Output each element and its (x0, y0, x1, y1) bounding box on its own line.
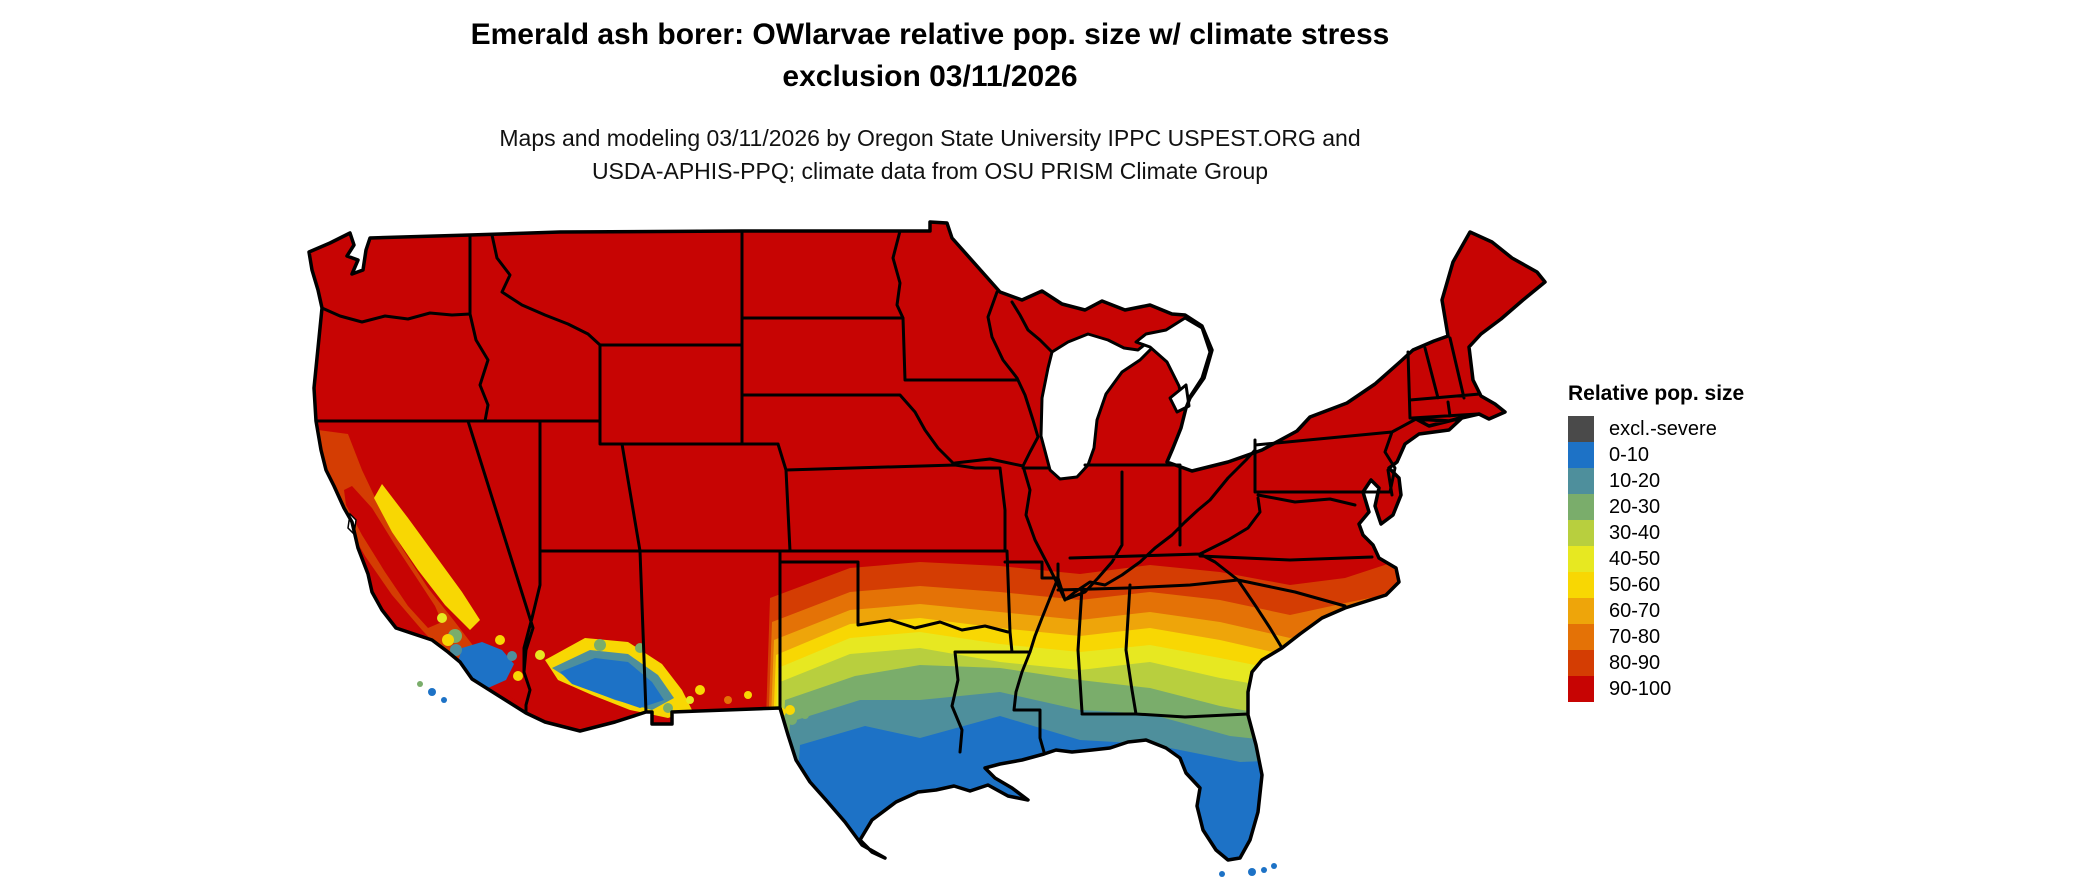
ca-central-valley-red (344, 486, 442, 628)
band-0-10 (790, 716, 1440, 860)
map-subtitle-line1: Maps and modeling 03/11/2026 by Oregon S… (499, 125, 1361, 151)
legend-item: 90-100 (1568, 676, 1744, 702)
florida-keys-dot (1219, 871, 1225, 877)
ca-coast-foothills-80-90 (318, 430, 492, 684)
lake-michigan (1039, 332, 1154, 481)
legend-item: excl.-severe (1568, 416, 1744, 442)
socal-gold-patch (495, 635, 505, 645)
socal-teal-patch (450, 644, 462, 656)
legend-swatch (1568, 468, 1594, 494)
az-lemon-patch (535, 650, 545, 660)
map-title: Emerald ash borer: OWlarvae relative pop… (0, 14, 1860, 98)
legend-swatch (1568, 416, 1594, 442)
channel-island-dot (417, 681, 423, 687)
legend: Relative pop. size excl.-severe 0-10 10-… (1568, 382, 1744, 702)
legend-title: Relative pop. size (1568, 382, 1745, 405)
saginaw-bay (1168, 383, 1191, 414)
socal-gold-patch (513, 671, 523, 681)
nm-gold-patch (744, 691, 752, 699)
florida-keys-dot (1261, 867, 1267, 873)
socal-gold-patch (442, 634, 454, 646)
az-green-patch (594, 639, 606, 651)
legend-item-label: 90-100 (1609, 678, 1672, 700)
legend-item-label: 50-60 (1609, 574, 1661, 596)
california-features (318, 430, 523, 710)
channel-island-dot (428, 688, 436, 696)
channel-island-dot (441, 697, 447, 703)
legend-swatch (1568, 442, 1594, 468)
sierra-yellow-ribbon (374, 484, 480, 630)
florida-keys-dot (1271, 863, 1277, 869)
wtx-green-patch (787, 715, 797, 725)
offshore-dots (417, 681, 1277, 877)
legend-item-label: 40-50 (1609, 548, 1661, 570)
legend-swatch (1568, 520, 1594, 546)
ca-lemon-patch (437, 613, 447, 623)
legend-item-label: 0-10 (1609, 444, 1650, 466)
legend-item: 20-30 (1568, 494, 1744, 520)
map-subtitle: Maps and modeling 03/11/2026 by Oregon S… (0, 122, 1860, 188)
map-title-line2: exclusion 03/11/2026 (782, 60, 1078, 93)
legend-item-label: 10-20 (1609, 470, 1661, 492)
az-mogollon-blue (560, 658, 664, 708)
legend-item-label: 70-80 (1609, 626, 1661, 648)
map-subtitle-line2: USDA-APHIS-PPQ; climate data from OSU PR… (591, 158, 1269, 184)
legend-item-label: 60-70 (1609, 600, 1661, 622)
nm-gold-patch (695, 685, 705, 695)
legend-item: 30-40 (1568, 520, 1744, 546)
legend-swatch (1568, 572, 1594, 598)
wtx-green-patch (801, 711, 809, 719)
legend-swatch (1568, 494, 1594, 520)
legend-item-label: 80-90 (1609, 652, 1661, 674)
legend-swatch (1568, 598, 1594, 624)
legend-item-label: excl.-severe (1609, 418, 1717, 440)
legend-item: 60-70 (1568, 598, 1744, 624)
az-lemon-patch (686, 696, 694, 704)
az-green-patch (663, 703, 673, 713)
map-title-line1: Emerald ash borer: OWlarvae relative pop… (470, 18, 1390, 51)
legend-item-label: 30-40 (1609, 522, 1661, 544)
florida-keys-dot (1248, 868, 1256, 876)
legend-swatch (1568, 624, 1594, 650)
nm-orange-patch (724, 696, 732, 704)
legend-item-label: 20-30 (1609, 496, 1661, 518)
legend-item: 10-20 (1568, 468, 1744, 494)
legend-item: 0-10 (1568, 442, 1744, 468)
state-borders (314, 229, 1482, 754)
us-outline (307, 220, 1547, 862)
socal-teal-patch (507, 651, 517, 661)
legend-rows: excl.-severe 0-10 10-20 20-30 30-40 40-5… (1568, 416, 1744, 702)
legend-item: 50-60 (1568, 572, 1744, 598)
legend-item: 70-80 (1568, 624, 1744, 650)
legend-item: 80-90 (1568, 650, 1744, 676)
legend-item: 40-50 (1568, 546, 1744, 572)
legend-swatch (1568, 650, 1594, 676)
legend-swatch (1568, 676, 1594, 702)
wtx-gold-patch (785, 705, 795, 715)
legend-swatch (1568, 546, 1594, 572)
